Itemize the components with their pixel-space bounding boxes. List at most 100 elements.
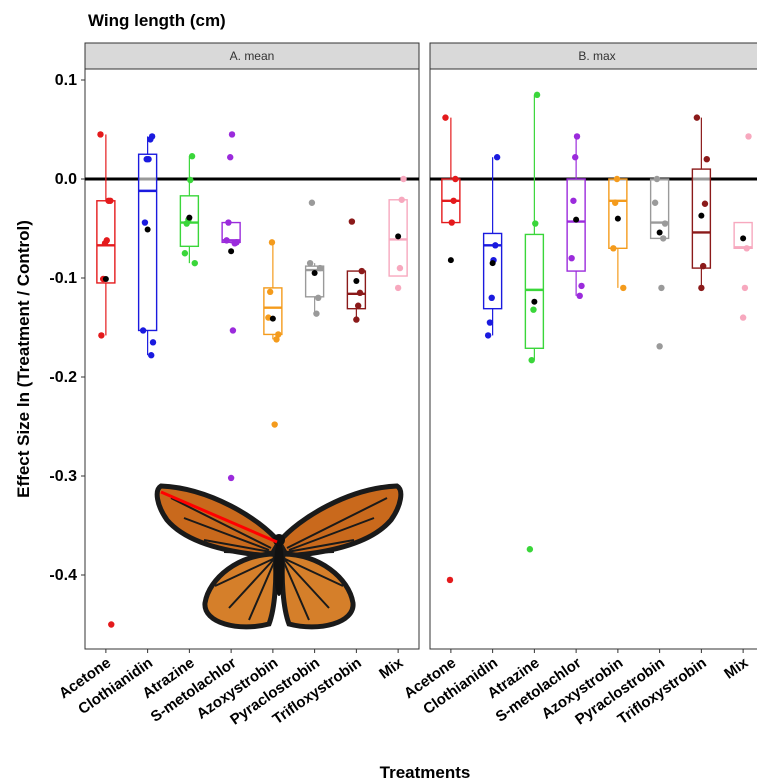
mean-point bbox=[353, 277, 360, 284]
data-point bbox=[568, 255, 575, 262]
data-point bbox=[181, 250, 189, 257]
mean-point bbox=[186, 214, 193, 221]
data-point bbox=[183, 220, 190, 227]
data-point bbox=[653, 175, 661, 183]
panel-strip-label: B. max bbox=[578, 49, 615, 63]
data-point bbox=[97, 131, 104, 138]
data-point bbox=[620, 284, 627, 292]
box-clothianidin bbox=[482, 154, 503, 339]
mean-point bbox=[102, 275, 109, 282]
mean-point bbox=[698, 212, 705, 219]
data-point bbox=[316, 264, 324, 272]
data-point bbox=[576, 292, 583, 300]
data-point bbox=[308, 199, 316, 206]
mean-point bbox=[740, 235, 747, 242]
x-tick-label: Mix bbox=[721, 654, 752, 683]
box-atrazine bbox=[179, 153, 200, 267]
y-tick-label: -0.3 bbox=[49, 468, 77, 485]
data-point bbox=[306, 259, 314, 267]
data-point bbox=[191, 259, 198, 267]
data-point bbox=[225, 219, 232, 226]
data-point bbox=[266, 288, 274, 296]
mean-point bbox=[489, 260, 496, 267]
data-point bbox=[610, 245, 617, 252]
data-point bbox=[533, 91, 541, 99]
data-point bbox=[693, 114, 701, 121]
data-point bbox=[745, 133, 752, 140]
data-point bbox=[147, 136, 154, 143]
mean-point bbox=[573, 216, 580, 223]
data-point bbox=[532, 220, 539, 227]
data-point bbox=[273, 336, 280, 343]
data-point bbox=[661, 220, 669, 227]
data-point bbox=[442, 114, 449, 121]
box-body bbox=[524, 233, 545, 349]
data-point bbox=[353, 316, 360, 323]
data-point bbox=[101, 240, 109, 247]
data-point bbox=[188, 153, 196, 160]
data-point bbox=[139, 327, 147, 334]
data-point bbox=[446, 576, 454, 584]
data-point bbox=[658, 284, 665, 292]
data-point bbox=[492, 242, 499, 249]
data-point bbox=[98, 332, 105, 339]
data-point bbox=[354, 302, 362, 309]
data-point bbox=[741, 284, 749, 292]
box-atrazine bbox=[524, 91, 545, 553]
x-axis: AcetoneClothianidinAtrazineS-metolachlor… bbox=[56, 649, 752, 782]
box-body bbox=[346, 270, 367, 310]
right-hindwing bbox=[279, 551, 356, 630]
panels-layer: A. mean B. max bbox=[84, 42, 757, 650]
panel-strip bbox=[84, 42, 420, 70]
data-point bbox=[613, 175, 621, 183]
box-azoxystrobin bbox=[263, 239, 283, 428]
y-tick-label: -0.2 bbox=[49, 369, 77, 386]
data-point bbox=[275, 331, 282, 338]
data-point bbox=[229, 327, 237, 334]
box-pyraclostrobin bbox=[649, 175, 670, 350]
data-point bbox=[227, 474, 235, 482]
data-point bbox=[268, 239, 276, 246]
data-point bbox=[452, 175, 459, 183]
data-point bbox=[486, 319, 494, 326]
data-point bbox=[400, 175, 407, 183]
data-point bbox=[227, 154, 234, 161]
mean-point bbox=[269, 315, 276, 322]
box-body bbox=[304, 265, 325, 298]
monarch-butterfly-image bbox=[154, 483, 404, 630]
box-mix bbox=[388, 175, 408, 292]
mean-point bbox=[311, 270, 318, 277]
data-point bbox=[105, 197, 112, 204]
data-point bbox=[143, 156, 150, 163]
y-tick-label: 0.1 bbox=[55, 72, 77, 89]
data-point bbox=[141, 219, 149, 226]
data-point bbox=[358, 267, 365, 275]
data-point bbox=[398, 196, 405, 203]
data-point bbox=[570, 197, 577, 204]
data-point bbox=[528, 356, 535, 364]
box-body bbox=[608, 178, 628, 250]
box-s-metolachlor bbox=[566, 133, 586, 300]
box-acetone bbox=[441, 114, 461, 584]
y-tick-label: 0.0 bbox=[55, 171, 77, 188]
data-point bbox=[348, 218, 356, 225]
x-tick-label: Mix bbox=[376, 654, 407, 683]
y-axis-title: Effect Size ln (Treatment / Control) bbox=[14, 220, 33, 498]
data-point bbox=[698, 284, 705, 292]
data-point bbox=[228, 131, 236, 138]
data-point bbox=[611, 199, 619, 206]
mean-point bbox=[228, 248, 235, 255]
box-clothianidin bbox=[137, 133, 158, 359]
data-point bbox=[526, 546, 534, 553]
data-point bbox=[493, 154, 501, 161]
data-point bbox=[394, 284, 402, 292]
butterfly-body bbox=[274, 540, 284, 596]
data-point bbox=[271, 421, 278, 428]
panel-strip-label: A. mean bbox=[230, 49, 275, 63]
data-point bbox=[701, 200, 709, 207]
data-point bbox=[484, 332, 492, 339]
mean-point bbox=[531, 298, 538, 305]
data-point bbox=[660, 235, 667, 242]
data-point bbox=[530, 306, 537, 313]
box-body bbox=[482, 232, 503, 310]
